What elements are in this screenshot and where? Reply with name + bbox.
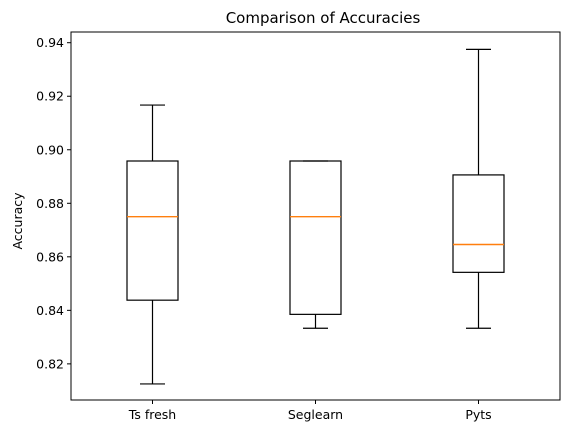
y-tick-label: 0.88 [36, 196, 64, 211]
x-tick-label: Ts fresh [128, 407, 176, 422]
y-tick-label: 0.84 [36, 303, 64, 318]
plot-area: 0.82 0.84 0.86 0.88 0.90 0.92 0.94 Ts fresh Segl… [36, 35, 505, 422]
y-tick-label: 0.90 [36, 142, 64, 157]
box-iqr [289, 160, 342, 315]
y-tick-label: 0.82 [36, 356, 64, 371]
y-tick-label: 0.86 [36, 249, 64, 264]
chart-title: Comparison of Accuracies [226, 9, 421, 27]
box-iqr [452, 174, 505, 273]
y-tick-label: 0.94 [36, 35, 64, 50]
x-tick-label: Seglearn [288, 407, 343, 422]
y-tick-label: 0.92 [36, 89, 64, 104]
axes-frame [70, 31, 561, 401]
y-axis-label: Accuracy [10, 192, 25, 250]
box-iqr [126, 160, 179, 301]
x-tick-label: Pyts [465, 407, 491, 422]
